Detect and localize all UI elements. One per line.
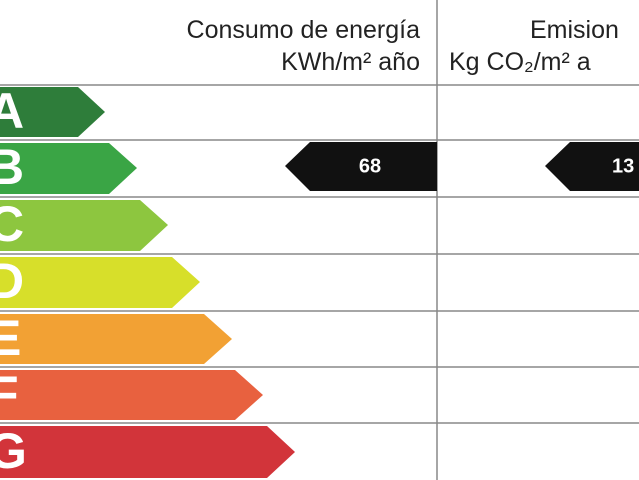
grade-arrows: A B C D E F G (0, 83, 295, 479)
emissions-unit: Kg CO₂/m² a (449, 48, 591, 76)
grade-arrow (0, 426, 295, 478)
emissions-value: 13 (612, 155, 634, 177)
grade-arrow (0, 200, 168, 251)
energy-unit: KWh/m² año (281, 48, 420, 76)
grade-arrow (0, 370, 263, 420)
grade-letter: E (0, 310, 21, 366)
grade-letter: B (0, 139, 24, 195)
emissions-pointer (545, 142, 639, 191)
grade-letter: F (0, 366, 19, 422)
grade-arrow (0, 87, 105, 137)
energy-value: 68 (359, 155, 381, 177)
emissions-title: Emision (530, 16, 619, 44)
grade-letter: A (0, 83, 24, 139)
grade-arrow (0, 257, 200, 308)
energy-pointer (285, 142, 437, 191)
grade-letter: D (0, 253, 24, 309)
energy-title: Consumo de energía (187, 16, 421, 44)
grade-letter: G (0, 423, 27, 479)
grade-arrow (0, 314, 232, 364)
grade-letter: C (0, 196, 24, 252)
grade-arrow (0, 143, 137, 194)
